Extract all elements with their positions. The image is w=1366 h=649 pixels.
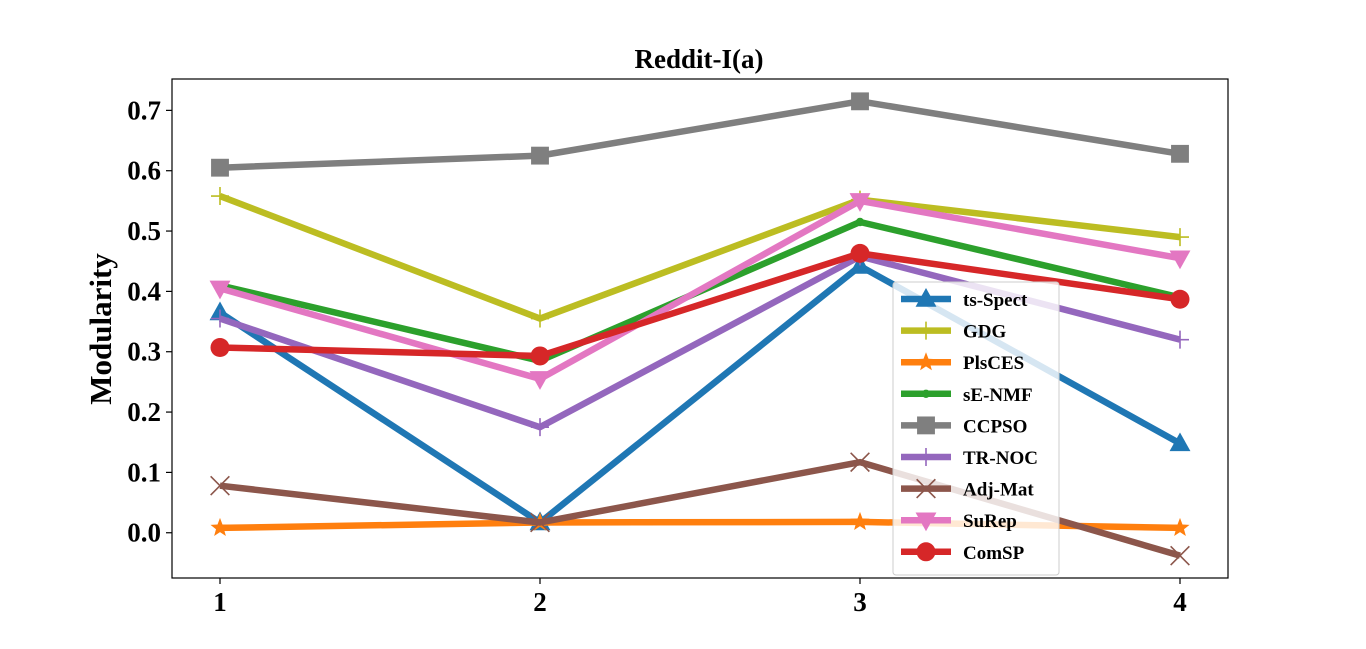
point-ccpso: [1171, 144, 1189, 163]
legend-item-ccpso: CCPSO: [901, 416, 1027, 437]
legend-item-adj-mat: Adj-Mat: [901, 478, 1034, 501]
y-tick-label: 0.6: [127, 156, 161, 186]
legend-item-comsp: ComSP: [901, 542, 1025, 564]
point-adj-mat: [210, 475, 230, 496]
legend-label: SuRep: [963, 511, 1017, 532]
y-tick-label: 0.0: [127, 518, 161, 548]
point-gdg: [1171, 228, 1189, 247]
legend-label: TR-NOC: [963, 448, 1038, 469]
legend-item-plsces: PlsCES: [901, 352, 1024, 374]
legend-item-tr-noc: TR-NOC: [901, 448, 1038, 469]
legend-box: [892, 281, 1060, 576]
legend-marker: [917, 321, 935, 340]
point-comsp: [530, 346, 550, 366]
y-tick-label: 0.2: [127, 397, 161, 427]
legend-label: Adj-Mat: [963, 480, 1034, 501]
point-se-nmf: [855, 217, 865, 227]
legend-label: ComSP: [963, 543, 1025, 564]
y-tick-label: 0.7: [127, 95, 161, 125]
y-tick-label: 0.3: [127, 337, 161, 367]
legend-label: ts-Spect: [963, 290, 1028, 311]
point-comsp: [850, 243, 870, 263]
y-tick-label: 0.5: [127, 216, 161, 246]
legend-marker: [915, 288, 937, 307]
x-tick-label: 2: [533, 587, 547, 617]
point-gdg: [531, 309, 549, 328]
y-axis-label: Modularity: [83, 253, 118, 405]
legend-marker: [916, 542, 936, 562]
series-surep: [209, 193, 1191, 390]
y-tick-label: 0.4: [127, 276, 161, 306]
point-adj-mat: [850, 452, 870, 473]
point-adj-mat: [530, 512, 550, 533]
series-comsp: [210, 243, 1190, 366]
legend-marker: [915, 512, 937, 532]
point-surep: [849, 193, 871, 212]
point-tr-noc: [211, 309, 229, 328]
legend-marker: [917, 416, 935, 435]
point-ccpso: [851, 92, 869, 111]
legend-label: sE-NMF: [963, 385, 1033, 406]
point-comsp: [210, 338, 230, 358]
x-tick-label: 1: [213, 587, 227, 617]
legend-item-se-nmf: sE-NMF: [901, 385, 1033, 406]
point-gdg: [211, 187, 229, 206]
legend-label: CCPSO: [963, 416, 1027, 437]
legend-marker: [917, 448, 935, 466]
point-ccpso: [211, 158, 229, 177]
legend-marker: [921, 389, 931, 398]
point-comsp: [1170, 289, 1190, 309]
chart-title: Reddit-I(a): [635, 44, 764, 74]
legend-marker: [916, 478, 936, 499]
point-ts-spect: [1169, 432, 1191, 452]
legend-item-surep: SuRep: [901, 511, 1017, 532]
point-surep: [1169, 250, 1191, 270]
point-tr-noc: [1171, 330, 1189, 349]
legend-label: GDG: [963, 322, 1007, 343]
point-plsces: [1170, 517, 1190, 537]
plot-frame: [171, 78, 1229, 579]
y-tick-label: 0.1: [127, 457, 161, 487]
legend-item-gdg: GDG: [901, 321, 1007, 343]
point-surep: [529, 371, 551, 390]
point-ccpso: [531, 146, 549, 165]
legend-label: PlsCES: [963, 353, 1024, 374]
axes-layer: 0.0 0.1 0.2 0.3 0.4 0.5 0.6 0.7 1 2 3 4: [127, 95, 1187, 617]
series-line-comsp: [219, 250, 1181, 360]
legend: ts-Spect GDG PlsCES sE-NMF CCPSO TR-NOC Adj-Ma…: [892, 281, 1060, 576]
x-tick-label: 4: [1173, 587, 1187, 617]
legend-item-ts-spect: ts-Spect: [901, 288, 1028, 311]
point-surep: [209, 280, 231, 300]
x-tick-label: 3: [853, 587, 867, 617]
point-adj-mat: [1170, 545, 1190, 566]
legend-marker: [916, 352, 936, 371]
series-line-gdg: [218, 193, 1181, 322]
series-ccpso: [211, 92, 1189, 177]
series-line-surep: [219, 197, 1181, 383]
point-tr-noc: [531, 418, 549, 437]
point-plsces: [850, 511, 870, 530]
series-line-ccpso: [219, 98, 1181, 171]
point-plsces: [210, 517, 230, 537]
